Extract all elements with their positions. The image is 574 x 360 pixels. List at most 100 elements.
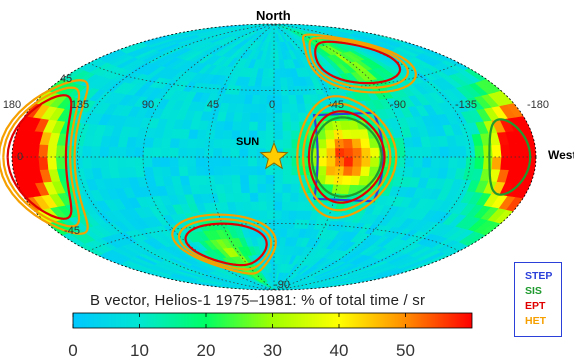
heatmap-cell (37, 143, 49, 158)
heatmap-cell (281, 183, 292, 193)
heatmap-cell (280, 94, 290, 105)
heatmap-cell (195, 165, 206, 176)
heatmap-cell (223, 183, 234, 194)
heatmap-cell (273, 209, 282, 220)
heatmap-cell (223, 120, 234, 131)
heatmap-cell (265, 174, 275, 184)
heatmap-cell (273, 174, 283, 184)
colorbar-tick-label: 50 (396, 341, 415, 360)
heatmap-cell (195, 138, 206, 149)
latitude-tick-label: 45 (60, 73, 72, 85)
heatmap-cell (516, 143, 528, 158)
heatmap-cell (46, 144, 58, 158)
colorbar-tick-labels: 0 10 20 30 40 50 (68, 313, 415, 360)
fov-sis (310, 116, 383, 198)
heatmap-cell (29, 156, 40, 171)
heatmap-cell (273, 103, 283, 114)
heatmap-cell (296, 201, 307, 211)
heatmap-cell (133, 146, 144, 158)
heatmap-cell (177, 156, 188, 167)
heatmap-cell (257, 103, 267, 113)
heatmap-cell (490, 156, 502, 170)
heatmap-cell (273, 130, 283, 140)
sun-marker-layer (259, 141, 289, 170)
heatmap-cell (289, 192, 299, 202)
heatmap-cell (258, 94, 268, 105)
heatmap-cell (256, 121, 267, 131)
heatmap-cell (499, 143, 511, 158)
meridian-line (142, 24, 275, 290)
map-outline (11, 23, 537, 291)
heatmap-cell (212, 138, 223, 149)
heatmap-cell (291, 147, 301, 158)
heatmap-cell (212, 147, 223, 158)
heatmap-cell (257, 201, 267, 211)
heatmap-cell (290, 183, 300, 193)
heatmap-cell (325, 138, 336, 149)
heatmap-cell (256, 165, 266, 176)
heatmap-cell (421, 156, 432, 168)
heatmap-cell (238, 147, 249, 158)
heatmap-cell (273, 183, 283, 193)
colorbar-tick-label: 10 (130, 341, 149, 360)
colorbar-tick-label: 40 (330, 341, 349, 360)
heatmap-cell (12, 156, 23, 172)
heatmap-cell (343, 147, 353, 158)
latitude-tick-label: 0 (17, 151, 23, 163)
heatmap-cell (142, 156, 153, 168)
grid-tick-labels: 180 135 90 45 0 -45 -90 -135 -180 45 0 -45 -90 (3, 73, 549, 291)
heatmap-cell (282, 165, 292, 176)
heatmap-cell (360, 147, 371, 158)
heatmap-cell (359, 137, 371, 149)
heatmap-cell (160, 147, 170, 158)
heatmap-cell (404, 146, 415, 158)
heatmap-cell (290, 121, 300, 131)
heatmap-cell (249, 192, 259, 202)
heatmap-cell (151, 146, 162, 158)
heatmap-cell (160, 156, 170, 167)
heatmap-cell (186, 147, 197, 158)
fov-ept (314, 40, 402, 85)
heatmap-cell (186, 138, 197, 149)
heatmap-cell (221, 165, 232, 176)
axis-label-west: West (548, 148, 574, 162)
heatmap-cell (221, 156, 231, 167)
instrument-fov-layer (0, 33, 532, 275)
heatmap-cell (280, 209, 290, 220)
instrument-legend: STEP SIS EPT HET (514, 262, 562, 337)
heatmap-cell (282, 156, 292, 167)
fov-het (0, 79, 89, 235)
heatmap-cell (238, 165, 249, 176)
heatmap-cell (360, 156, 371, 167)
fov-het (296, 95, 398, 219)
heatmap-cell (265, 130, 275, 140)
heatmap-cell (256, 174, 266, 184)
axis-label-north: North (256, 8, 291, 23)
heatmap-cell (438, 156, 450, 169)
heatmap-cell (273, 94, 282, 105)
heatmap-cell (282, 174, 292, 184)
longitude-tick-label: -45 (328, 99, 344, 111)
heatmap-cell (430, 156, 441, 168)
heatmap-cell (281, 192, 291, 202)
heatmap-cell (273, 50, 279, 60)
grid-lines (12, 24, 536, 290)
heatmap-cell (177, 147, 188, 158)
heatmap-cell (317, 156, 327, 167)
heatmap-cell (351, 138, 362, 149)
fov-ept (307, 110, 386, 204)
heatmap-cell (204, 174, 216, 185)
heatmap-cell (160, 166, 172, 177)
heatmap-cell (257, 112, 267, 122)
heatmap-cell (282, 138, 292, 149)
heatmap-cell (325, 165, 336, 176)
meridian-line (273, 24, 471, 290)
heatmap-cell (107, 156, 118, 168)
heatmap-cell (291, 156, 301, 167)
heatmap-cell (213, 174, 224, 185)
heatmap-cell (288, 201, 299, 211)
heatmap-cell (81, 156, 92, 169)
heatmap-cell (473, 156, 484, 170)
heatmap-cell (332, 174, 344, 185)
